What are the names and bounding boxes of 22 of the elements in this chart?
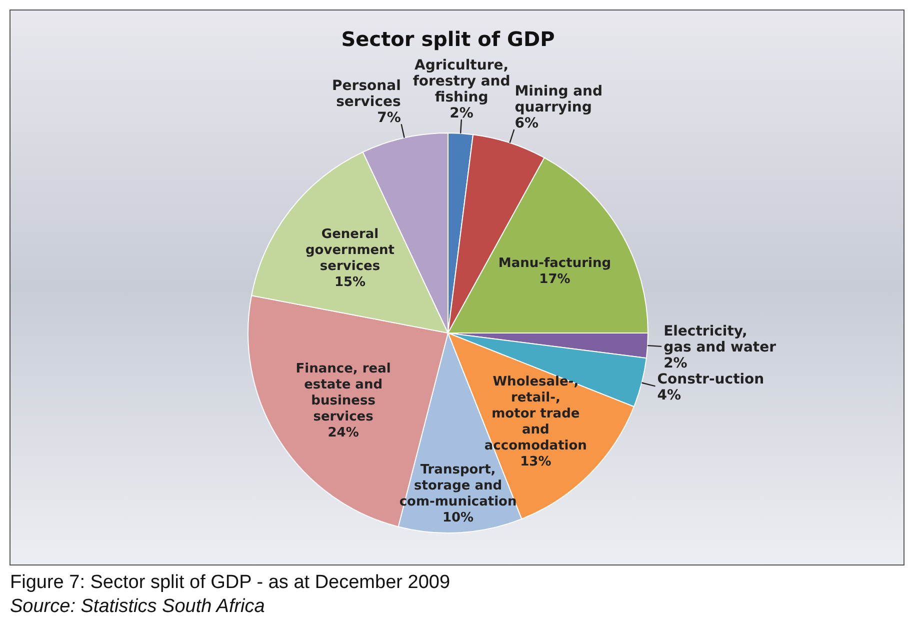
slice-label: Agriculture, forestry and fishing — [412, 57, 510, 106]
data-label: 7% — [377, 110, 401, 126]
data-label: 10% — [442, 510, 474, 526]
data-label: 2% — [450, 105, 474, 122]
slice-label: Constr-uction — [657, 372, 764, 388]
data-label: 2% — [664, 356, 688, 372]
data-label: 13% — [520, 454, 552, 470]
data-label: 24% — [328, 425, 359, 440]
source-note: Source: Statistics South Africa — [10, 596, 265, 617]
data-label: 17% — [539, 272, 570, 287]
slice-label: General government services — [306, 227, 395, 274]
data-label: 15% — [334, 275, 366, 290]
slice-label: Personal services — [332, 78, 401, 110]
slice-label: Electricity, gas and water — [664, 324, 776, 356]
slice-label: Mining and quarrying — [514, 84, 603, 116]
slice-label: Transport, storage and com-munication — [399, 462, 517, 510]
data-label: 6% — [514, 116, 539, 132]
data-label: 4% — [657, 388, 681, 404]
caption: Figure 7: Sector split of GDP - as at December 2009 — [10, 572, 450, 593]
slice-label: Finance, real estate and business services — [296, 361, 391, 424]
chart-title: Sector split of GDP — [341, 27, 555, 51]
slice-label: Manu-facturing — [498, 256, 612, 271]
